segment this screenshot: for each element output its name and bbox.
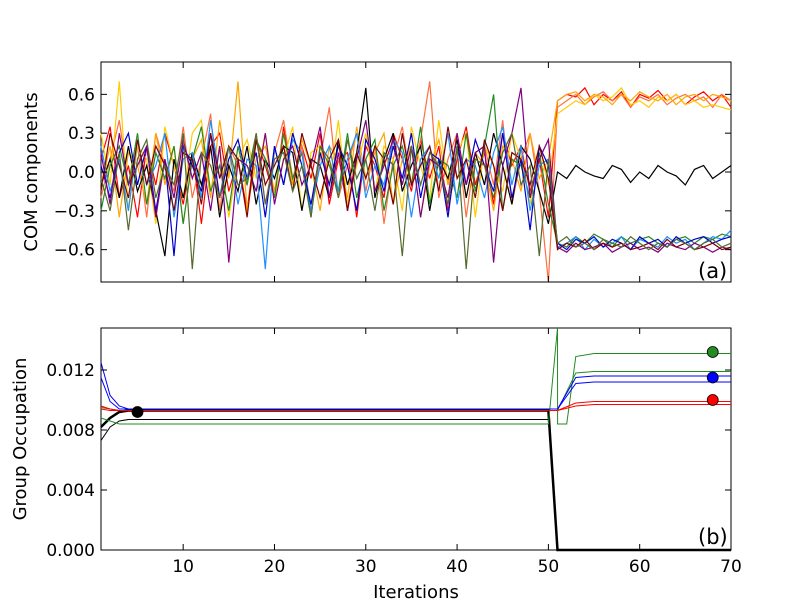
y-tick-label: 0.6 <box>68 85 95 105</box>
x-tick-label: 50 <box>538 557 560 577</box>
panel-a-y-ticks: 0.6 0.3 0.0 −0.3 −0.6 <box>54 85 731 261</box>
occupation-series-line-3 <box>100 327 731 425</box>
x-tick-label: 40 <box>446 557 468 577</box>
panel-a-x-ticks <box>182 62 732 282</box>
panel-b-y-ticks: 0.012 0.008 0.004 0.000 <box>46 361 731 561</box>
panel-a-y-axis-label: COM components <box>21 92 42 251</box>
y-tick-label: 0.012 <box>46 361 95 381</box>
occupation-marker <box>131 406 144 418</box>
panel-b-y-axis-label: Group Occupation <box>10 358 31 521</box>
y-tick-label: 0.000 <box>46 541 95 561</box>
occupation-marker <box>706 346 719 358</box>
panel-b-markers <box>131 346 719 418</box>
y-tick-label: 0.008 <box>46 421 95 441</box>
occupation-series-line-8 <box>100 404 731 411</box>
x-tick-label: 10 <box>172 557 194 577</box>
com-series-line-10 <box>100 126 732 251</box>
panel-b-series <box>100 327 731 552</box>
com-series-line-9 <box>100 87 732 263</box>
x-tick-label: 30 <box>355 557 377 577</box>
y-tick-label: −0.6 <box>54 241 95 261</box>
occupation-series-line-6 <box>100 377 731 410</box>
x-tick-label: 70 <box>720 557 742 577</box>
y-tick-label: 0.3 <box>68 124 95 144</box>
y-tick-label: 0.004 <box>46 481 95 501</box>
x-tick-label: 60 <box>629 557 651 577</box>
y-tick-label: −0.3 <box>54 202 95 222</box>
occupation-marker <box>706 371 719 384</box>
panel-b-x-ticks: 10 20 30 40 50 60 70 <box>172 328 742 577</box>
occupation-marker <box>706 394 719 406</box>
panel-a: 0.6 0.3 0.0 −0.3 −0.6 (a) COM components <box>21 61 732 283</box>
panel-a-tag: (a) <box>698 259 727 283</box>
y-tick-label: 0.0 <box>68 163 95 183</box>
panel-a-series <box>100 81 732 283</box>
panel-b-x-axis-label: Iterations <box>373 582 459 603</box>
occupation-series-line-2 <box>100 419 731 551</box>
panel-b-frame <box>100 327 732 551</box>
com-series-line-11 <box>100 131 732 270</box>
panel-b-tag: (b) <box>698 525 728 549</box>
x-tick-label: 20 <box>264 557 286 577</box>
